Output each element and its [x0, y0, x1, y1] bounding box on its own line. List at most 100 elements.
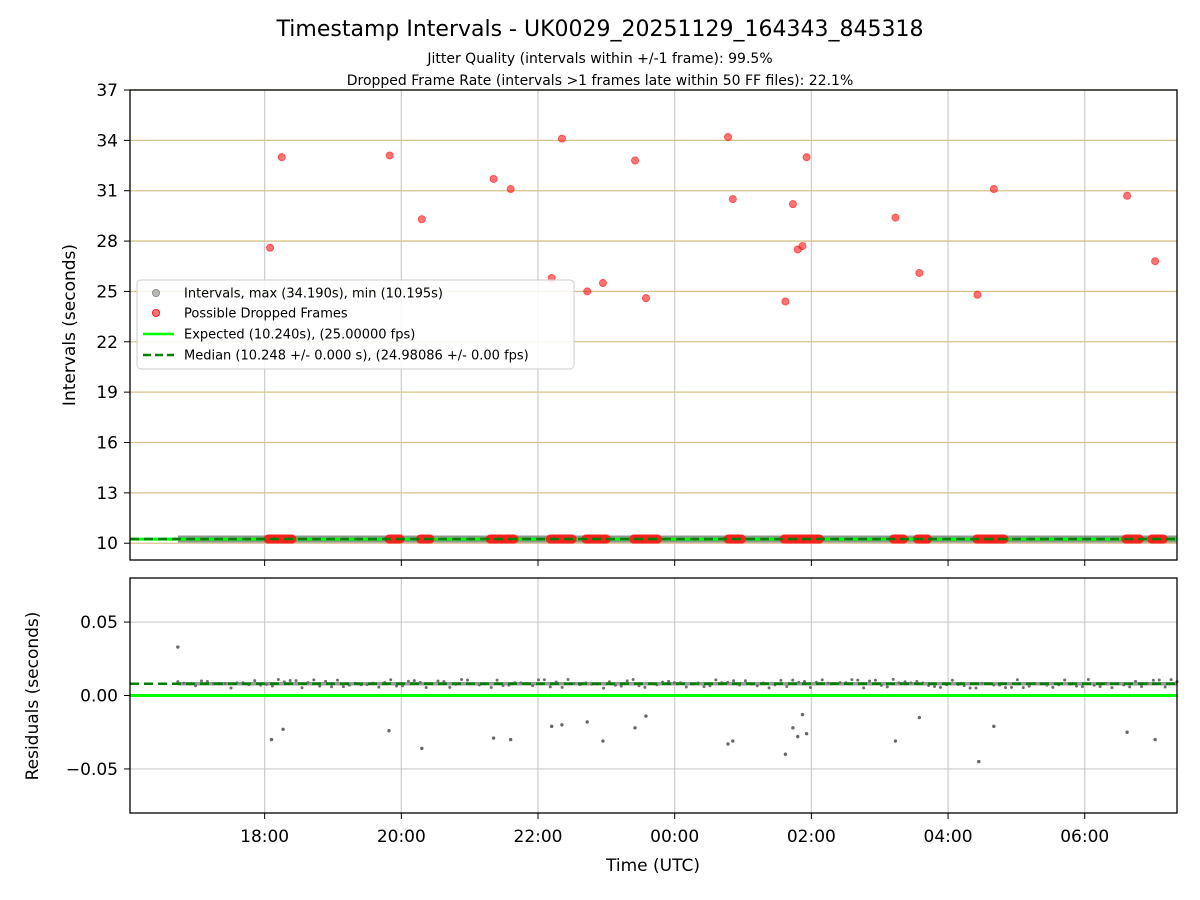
residual-point [803, 679, 807, 683]
residual-point [436, 679, 440, 683]
residual-point [1027, 684, 1031, 688]
residual-point [684, 685, 688, 689]
residual-point [395, 684, 399, 688]
legend-entry: Median (10.248 +/- 0.000 s), (24.98086 +… [184, 349, 529, 364]
residual-point [644, 714, 648, 718]
residual-point [300, 686, 304, 690]
dropped-frame-point [417, 215, 426, 224]
bottom-x-tick-label: 04:00 [924, 827, 973, 847]
residual-point [873, 678, 877, 682]
top-y-tick-label: 28 [96, 232, 118, 252]
residual-point [708, 684, 712, 688]
residual-point [491, 736, 496, 740]
residual-point [519, 681, 523, 685]
legend-entry: Intervals, max (34.190s), min (10.195s) [184, 287, 443, 302]
residual-point [804, 731, 809, 736]
top-y-tick-label: 10 [96, 534, 118, 554]
residual-point [808, 686, 812, 690]
residuals-plot: 18:00 20:00 22:00 00:00 02:00 04:00 06:00 −0.05… [66, 577, 1179, 847]
residual-point [418, 681, 422, 685]
residual-point [294, 679, 298, 683]
dropped-frame-point [598, 279, 607, 288]
residual-point [1151, 678, 1155, 682]
dropped-frame-point [557, 134, 566, 143]
residual-point [318, 684, 322, 688]
dropped-frame-point [798, 242, 807, 251]
residual-point [672, 681, 676, 685]
dropped-frame-point [891, 213, 900, 222]
residual-point [850, 678, 854, 682]
residual-point [797, 680, 801, 684]
residual-point [992, 724, 996, 729]
residual-point [448, 685, 452, 689]
residual-point [1021, 686, 1025, 690]
top-y-tick-label: 13 [96, 484, 118, 504]
residual-point [1169, 678, 1173, 682]
dropped-frame-point [266, 243, 275, 252]
residual-point [731, 739, 735, 743]
intervals-plot: 10 13 16 19 22 25 28 31 34 37 Intervals, max (34.1… [96, 81, 1178, 566]
top-y-tick-label: 25 [96, 282, 118, 302]
residual-point [897, 681, 901, 685]
residual-point [1140, 684, 1144, 688]
residual-point [791, 678, 795, 682]
residual-point [625, 679, 629, 683]
residual-point [826, 681, 830, 685]
residual-point [330, 685, 334, 689]
bottom-x-tick-label: 22:00 [514, 827, 563, 847]
residual-point [838, 681, 842, 685]
legend-entry: Possible Dropped Frames [184, 307, 348, 322]
residual-point [980, 681, 984, 685]
dropped-frame-point [788, 200, 797, 209]
residual-point [974, 686, 978, 690]
residual-point [732, 679, 736, 683]
dropped-frame-point [989, 185, 998, 194]
residual-point [1125, 730, 1129, 734]
dropped-frame-point [802, 153, 811, 162]
bottom-x-tick-label: 02:00 [787, 827, 836, 847]
bottom-x-tick-label: 20:00 [377, 827, 426, 847]
bottom-y-tick-label: −0.05 [66, 760, 118, 780]
residual-point [714, 678, 718, 682]
chart-title: Timestamp Intervals - UK0029_20251129_16… [276, 17, 924, 42]
residual-point [412, 679, 416, 683]
residual-point [387, 729, 391, 733]
residual-point [281, 727, 285, 731]
residual-point [406, 679, 410, 683]
residual-point [1153, 737, 1157, 742]
residual-point [1074, 684, 1078, 688]
bottom-plot-frame [129, 577, 1178, 814]
residual-point [917, 715, 922, 720]
bottom-x-tick-label: 00:00 [650, 827, 699, 847]
residual-point [977, 759, 981, 764]
residual-point [862, 686, 866, 690]
residual-point [176, 680, 180, 684]
residual-point [542, 678, 546, 682]
top-y-axis-label: Intervals (seconds) [60, 244, 80, 406]
residual-point [893, 739, 898, 743]
residual-point [1051, 685, 1055, 689]
residual-point [796, 734, 800, 739]
residual-point [276, 677, 280, 681]
legend-marker-dropped [151, 308, 160, 317]
residual-point [1092, 683, 1096, 687]
residual-point [335, 678, 339, 682]
residual-point [939, 685, 943, 689]
bottom-x-tick-label: 06:00 [1060, 827, 1109, 847]
residual-point [903, 680, 907, 684]
residual-point [1128, 685, 1132, 689]
residual-point [856, 678, 860, 682]
residual-point [1080, 685, 1084, 689]
top-y-tick-label: 34 [96, 131, 118, 151]
top-y-tick-label: 19 [96, 383, 118, 403]
legend-entry: Expected (10.240s), (25.00000 fps) [184, 328, 415, 343]
dropped-frame-point [489, 174, 498, 183]
residual-point [667, 679, 671, 683]
residual-point [767, 686, 771, 690]
residual-point [424, 685, 428, 689]
dropped-frame-point [277, 153, 286, 162]
residual-point [548, 685, 552, 689]
residual-point [915, 679, 919, 683]
residual-point [566, 677, 570, 681]
